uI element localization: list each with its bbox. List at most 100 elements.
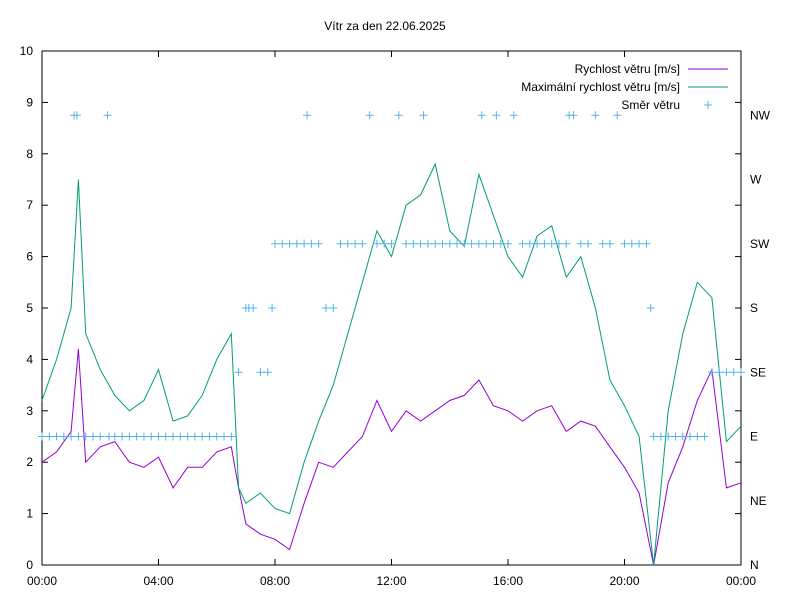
direction-point xyxy=(656,432,665,441)
direction-point xyxy=(96,432,105,441)
direction-point xyxy=(38,432,46,441)
direction-point xyxy=(576,239,585,248)
direction-point xyxy=(234,368,243,377)
direction-point xyxy=(307,239,316,248)
direction-point xyxy=(584,239,593,248)
direction-point xyxy=(88,432,97,441)
direction-point xyxy=(81,432,90,441)
legend: Rychlost větru [m/s] Maximální rychlost … xyxy=(521,62,728,112)
legend-label-speed: Rychlost větru [m/s] xyxy=(575,62,680,76)
direction-point xyxy=(627,239,636,248)
direction-point xyxy=(329,304,338,312)
direction-point xyxy=(646,304,655,312)
direction-point xyxy=(256,368,265,377)
direction-point xyxy=(693,432,702,441)
direction-point xyxy=(394,111,403,120)
direction-point xyxy=(74,432,83,441)
direction-point xyxy=(635,239,644,248)
x-tick-label: 20:00 xyxy=(609,574,639,588)
direction-point xyxy=(453,239,462,248)
direction-point xyxy=(678,432,687,441)
direction-point xyxy=(300,239,309,248)
direction-point xyxy=(303,111,312,120)
y2-tick-label: SE xyxy=(750,365,766,379)
direction-point xyxy=(110,432,119,441)
y-tick-label: 5 xyxy=(26,301,33,315)
direction-point xyxy=(649,432,658,441)
direction-point xyxy=(336,239,345,248)
direction-point xyxy=(176,432,185,441)
direction-point xyxy=(504,239,512,248)
direction-point xyxy=(554,239,563,248)
direction-point xyxy=(387,239,396,248)
direction-point xyxy=(613,111,622,120)
y-tick-label: 3 xyxy=(26,404,33,418)
direction-point xyxy=(198,432,207,441)
y-tick-label: 4 xyxy=(26,352,33,366)
direction-point xyxy=(271,239,279,248)
y2-tick-label: NW xyxy=(750,108,771,122)
series-layer xyxy=(38,111,745,566)
direction-point xyxy=(477,111,486,120)
direction-point xyxy=(358,239,367,248)
y-tick-label: 7 xyxy=(26,198,33,212)
direction-point xyxy=(562,239,571,248)
y2-axis-ticks: N NE E SE S SW W NW xyxy=(750,108,771,572)
direction-point xyxy=(533,239,542,248)
direction-point xyxy=(343,239,352,248)
direction-point xyxy=(525,239,534,248)
direction-point xyxy=(147,432,156,441)
direction-point xyxy=(722,368,731,377)
direction-point xyxy=(496,239,505,248)
y2-tick-label: W xyxy=(750,173,762,187)
direction-point xyxy=(605,239,614,248)
direction-points xyxy=(38,111,745,441)
direction-point xyxy=(67,432,76,441)
direction-point xyxy=(416,239,425,248)
direction-point xyxy=(715,368,724,377)
direction-point xyxy=(671,432,680,441)
x-tick-label: 00:00 xyxy=(27,574,57,588)
direction-point xyxy=(285,239,294,248)
direction-point xyxy=(227,432,236,441)
direction-point xyxy=(314,239,323,248)
direction-point xyxy=(460,239,469,248)
direction-point xyxy=(664,432,673,441)
direction-point xyxy=(423,239,432,248)
direction-point xyxy=(598,239,607,248)
direction-point xyxy=(686,432,695,441)
direction-point xyxy=(118,432,127,441)
direction-point xyxy=(321,304,330,312)
direction-point xyxy=(205,432,214,441)
direction-point xyxy=(620,239,629,248)
direction-point xyxy=(212,432,221,441)
y-tick-label: 2 xyxy=(26,455,33,469)
direction-point xyxy=(132,432,141,441)
direction-point xyxy=(249,304,258,312)
direction-point xyxy=(492,111,501,120)
direction-point xyxy=(419,111,428,120)
direction-point xyxy=(438,239,447,248)
y2-tick-label: E xyxy=(750,430,758,444)
direction-point xyxy=(72,111,81,120)
y-tick-label: 1 xyxy=(26,507,33,521)
direction-point xyxy=(103,111,112,120)
y-tick-label: 10 xyxy=(20,44,34,58)
direction-point xyxy=(707,368,716,377)
direction-point xyxy=(518,239,527,248)
direction-point xyxy=(154,432,163,441)
x-tick-label: 16:00 xyxy=(493,574,523,588)
series-line-gust xyxy=(41,162,742,566)
y-tick-label: 8 xyxy=(26,147,33,161)
direction-point xyxy=(263,368,272,377)
direction-point xyxy=(474,239,483,248)
direction-point xyxy=(278,239,287,248)
x-tick-label: 08:00 xyxy=(260,574,290,588)
series-line-speed xyxy=(41,349,742,566)
y2-tick-label: N xyxy=(750,558,759,572)
direction-point xyxy=(540,239,549,248)
y2-tick-label: S xyxy=(750,301,758,315)
direction-point xyxy=(351,239,360,248)
direction-point xyxy=(190,432,199,441)
